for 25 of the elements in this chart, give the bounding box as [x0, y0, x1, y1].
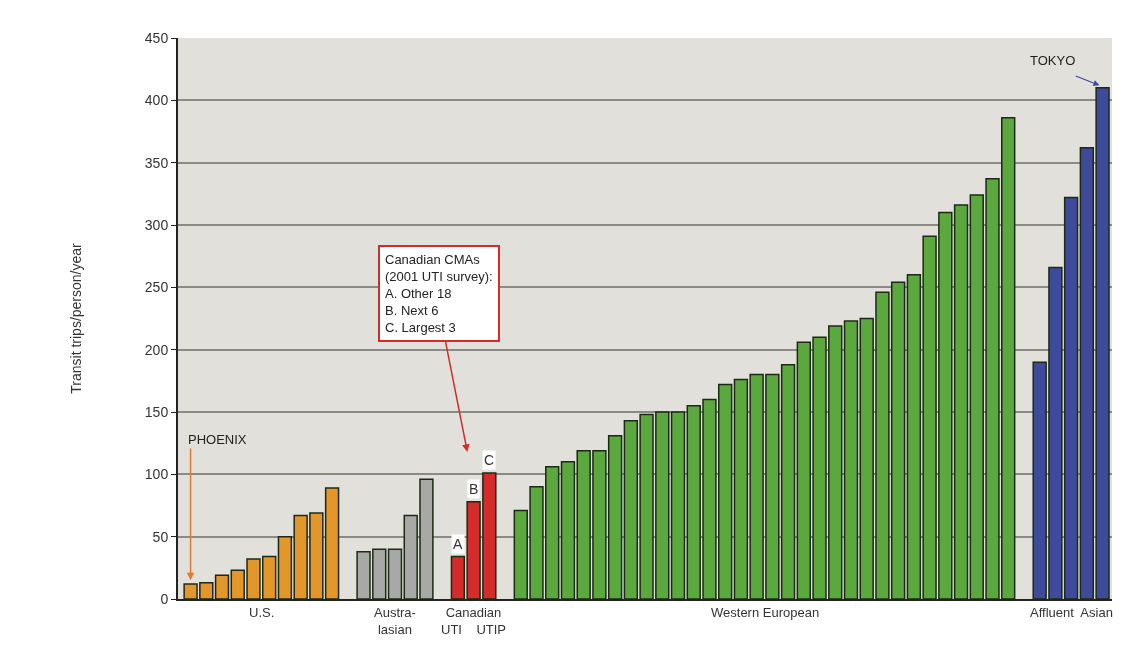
y-tick-label: 50 — [152, 528, 169, 545]
annotation: B — [469, 481, 479, 497]
annotation: C — [484, 452, 495, 468]
bar — [387, 548, 403, 599]
annotation: PHOENIX — [188, 432, 247, 447]
series-label: U.S. — [249, 605, 275, 620]
y-tick-label: 150 — [144, 403, 169, 420]
y-tick-label: 300 — [144, 216, 169, 233]
bar — [843, 320, 859, 599]
series-label: Western European — [711, 605, 820, 620]
y-tick-label: 350 — [144, 154, 169, 171]
y-axis-title: Transit trips/person/year — [67, 242, 84, 394]
annotation: Canadian CMAs (2001 UTI survey): A. Other 18 B. Next 6 C. Largest 3 — [385, 252, 493, 335]
y-tick-label: 100 — [144, 466, 169, 483]
annotation: TOKYO — [1030, 53, 1076, 68]
y-tick-label: 250 — [144, 279, 169, 296]
y-tick-label: 0 — [160, 590, 169, 607]
y-tick-label: 450 — [144, 29, 169, 46]
series-label: Affluent Asian — [1030, 605, 1113, 620]
annotation: A — [453, 536, 463, 552]
series-label: Canadian UTI UTIP — [441, 605, 506, 637]
series-label: Austra- lasian — [374, 605, 416, 637]
y-tick-label: 400 — [144, 92, 169, 109]
bar — [670, 411, 686, 599]
y-tick-label: 200 — [144, 341, 169, 358]
